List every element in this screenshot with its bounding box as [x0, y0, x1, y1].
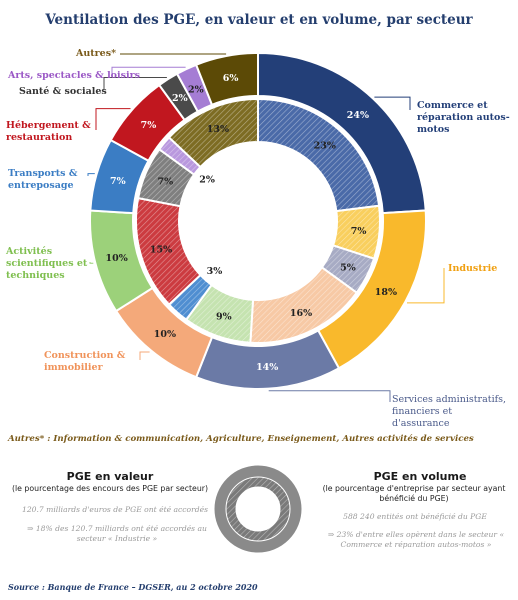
- inner-pct-label-sante: 7%: [157, 176, 173, 187]
- label-services: Services administratifs, financiers et d…: [392, 394, 507, 429]
- leader-line-construction: [139, 351, 150, 360]
- percent-labels: 24%18%14%10%10%7%7%2%2%6%23%7%5%16%9%3%1…: [105, 73, 397, 373]
- label-hebergement: Hébergement & restauration: [6, 120, 91, 143]
- inner-pct-label-industrie: 7%: [351, 226, 367, 237]
- inner-slice-hatch-commerce: [258, 99, 380, 212]
- leader-line-commerce: [374, 96, 411, 110]
- outer-ring-valeur: [89, 51, 427, 390]
- autres-footnote: Autres* : Information & communication, A…: [8, 434, 474, 444]
- leader-line-arts: [111, 66, 186, 74]
- inner-slice-hatch-transports: [169, 275, 212, 320]
- outer-pct-label-industrie: 18%: [375, 287, 397, 298]
- leader-line-sante: [103, 77, 167, 90]
- leader-line-hebergement: [95, 108, 131, 130]
- volume-note-commerce: ⇒ 23% d'entre elles opèrent dans le sect…: [327, 530, 505, 550]
- outer-pct-label-commerce: 24%: [347, 110, 369, 121]
- leader-line-activites: [89, 262, 94, 264]
- outer-pct-label-activites: 10%: [105, 253, 127, 264]
- leader-line-transports: [87, 173, 95, 176]
- inner-slice-hatch-activites: [186, 284, 254, 343]
- inner-pct-label-commerce: 23%: [314, 141, 336, 152]
- leader-lines: [87, 53, 445, 402]
- label-activites: Activités scientifiques et techniques: [6, 246, 88, 281]
- outer-pct-label-sante: 2%: [172, 93, 188, 104]
- inner-slice-hatch-industrie: [333, 205, 380, 259]
- inner-pct-label-transports: 3%: [207, 266, 223, 277]
- inner-slice-hatch-services: [321, 245, 375, 293]
- source-note: Source : Banque de France – DGSER, au 2 …: [8, 582, 258, 592]
- inner-slice-hatch-sante: [138, 149, 195, 207]
- outer-pct-label-arts: 2%: [188, 84, 204, 95]
- valeur-note-industrie: ⇒ 18% des 120.7 milliards ont été accord…: [27, 524, 207, 544]
- inner-pct-label-arts: 2%: [199, 174, 215, 185]
- outer-pct-label-services: 14%: [256, 362, 278, 373]
- valeur-subtitle: (le pourcentage des encours des PGE par …: [11, 484, 209, 493]
- inner-pct-label-autres: 13%: [207, 124, 229, 135]
- valeur-title: PGE en valeur: [66, 470, 154, 483]
- outer-pct-label-autres: 6%: [223, 73, 239, 84]
- outer-pct-label-hebergement: 7%: [141, 120, 157, 131]
- label-autres: Autres*: [76, 48, 117, 59]
- inner-ring-volume: [135, 97, 381, 344]
- label-arts: Arts, spectacles & loisirs: [8, 70, 140, 81]
- inner-pct-label-services: 5%: [340, 262, 356, 273]
- label-sante: Santé & sociales: [19, 86, 107, 97]
- valeur-note-total: 120.7 milliards d'euros de PGE ont été a…: [22, 505, 209, 514]
- volume-note-total: 588 240 entités ont bénéficié du PGE: [343, 512, 487, 521]
- chart-title: Ventilation des PGE, en valeur et en vol…: [45, 12, 473, 28]
- inner-pct-label-construction: 16%: [290, 308, 312, 319]
- label-construction: Construction & immobilier: [44, 350, 126, 373]
- label-transports: Transports & entreposage: [8, 168, 78, 191]
- inner-slice-hatch-autres: [169, 99, 258, 167]
- leader-line-industrie: [407, 268, 445, 304]
- outer-slice-autres: [194, 51, 259, 107]
- volume-title: PGE en volume: [373, 470, 467, 483]
- inner-slice-hatch-construction: [250, 267, 357, 343]
- inner-slice-hatch-hebergement: [136, 198, 201, 305]
- outer-pct-label-construction: 10%: [154, 329, 176, 340]
- label-commerce: Commerce et réparation autos-motos: [417, 100, 510, 135]
- label-industrie: Industrie: [448, 263, 498, 274]
- volume-subtitle: (le pourcentage d'entreprise par secteur…: [322, 484, 506, 503]
- outer-pct-label-transports: 7%: [110, 176, 126, 187]
- inner-slice-hatch-arts: [159, 137, 201, 175]
- inner-pct-label-hebergement: 15%: [150, 245, 172, 256]
- inner-pct-label-activites: 9%: [216, 312, 232, 323]
- ring-legend-icon: [214, 465, 302, 553]
- leader-line-services: [268, 390, 391, 402]
